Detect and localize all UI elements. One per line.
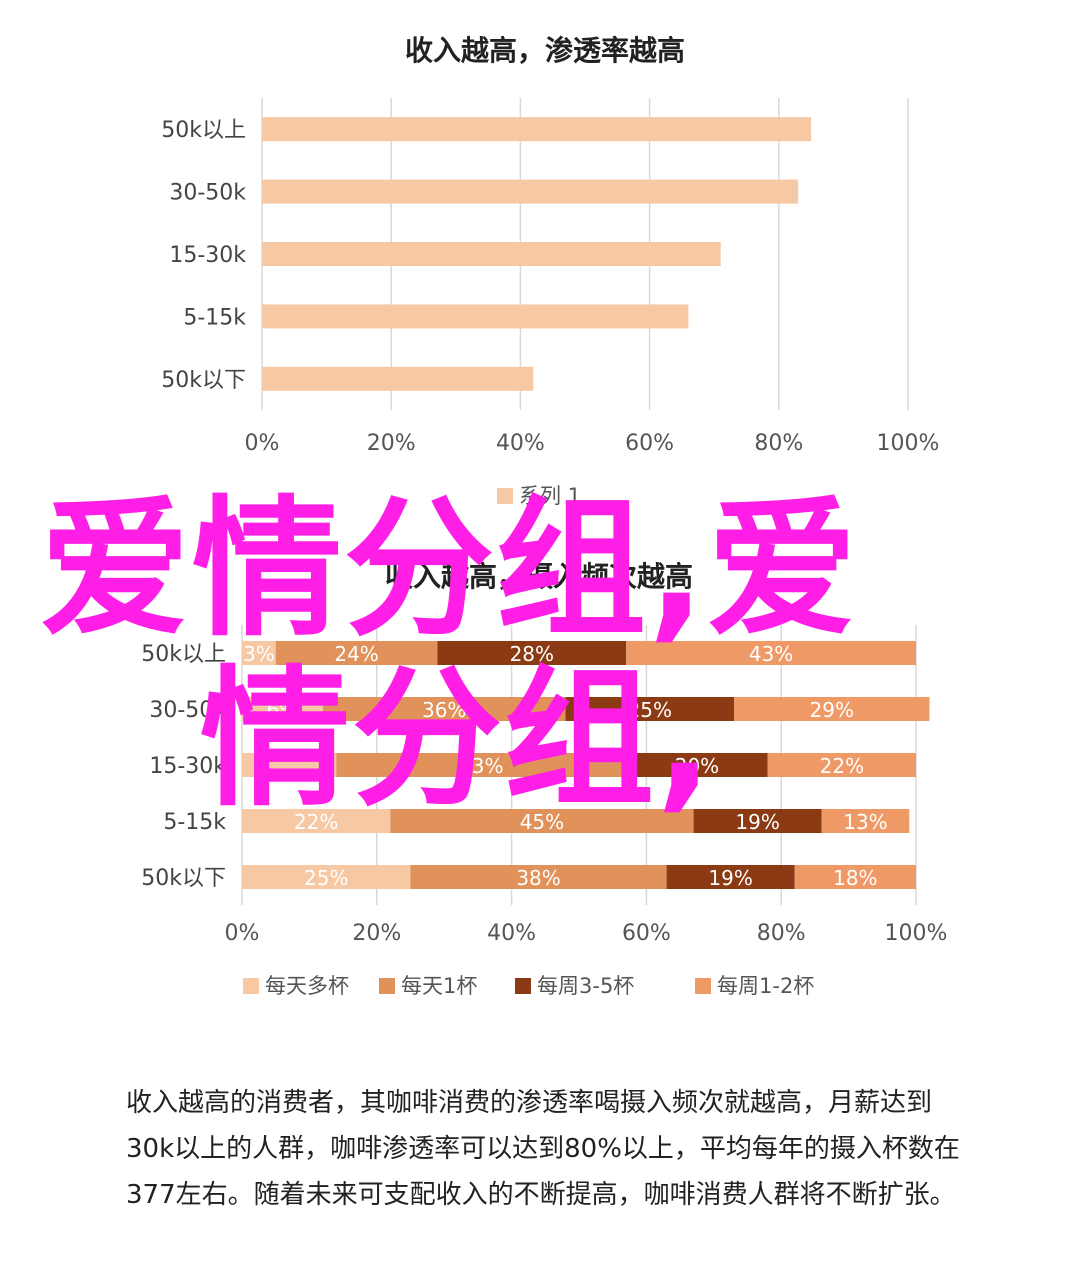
- bar: [242, 865, 411, 889]
- x-tick-label: 0%: [245, 431, 280, 456]
- legend-label: 系列 1: [519, 484, 581, 508]
- x-tick-label: 40%: [496, 431, 545, 456]
- legend-label: 每周1-2杯: [717, 974, 814, 998]
- bar: [410, 865, 667, 889]
- bar-data-label: 24%: [334, 642, 378, 666]
- bar: [262, 117, 812, 142]
- bar-data-label: 28%: [510, 642, 554, 666]
- bar: [242, 753, 337, 777]
- x-tick-label: 60%: [625, 431, 674, 456]
- bar-data-label: 38%: [516, 866, 560, 890]
- legend-swatch: [515, 978, 531, 994]
- bar: [262, 366, 534, 391]
- bar-data-label: 13%: [843, 810, 887, 834]
- bar: [767, 753, 916, 777]
- legend-label: 每周3-5杯: [537, 974, 634, 998]
- y-category-label: 5-15k: [183, 305, 246, 330]
- x-tick-label: 100%: [885, 921, 948, 946]
- bar: [565, 697, 735, 721]
- bar: [242, 641, 276, 665]
- y-category-label: 50k以下: [141, 866, 226, 891]
- bar: [262, 304, 689, 329]
- bar-data-label: 19%: [708, 866, 752, 890]
- y-category-label: 30-50k: [149, 698, 226, 723]
- bar-data-label: 25%: [628, 698, 672, 722]
- legend-label: 每天1杯: [401, 974, 477, 998]
- bar: [275, 641, 438, 665]
- y-category-label: 50k以上: [161, 118, 246, 143]
- y-category-label: 15-30k: [169, 243, 246, 268]
- x-tick-label: 40%: [487, 921, 536, 946]
- bar: [626, 753, 768, 777]
- bar-data-label: 45%: [520, 810, 564, 834]
- chart-title: 收入越高，摄入频次越高: [385, 560, 693, 593]
- bar-data-label: 19%: [735, 810, 779, 834]
- y-category-label: 50k以上: [141, 642, 226, 667]
- x-tick-label: 60%: [622, 921, 671, 946]
- x-tick-label: 0%: [225, 921, 260, 946]
- bar: [390, 809, 694, 833]
- bar-data-label: 20%: [675, 754, 719, 778]
- x-tick-label: 20%: [367, 431, 416, 456]
- bar-data-label: 43%: [749, 642, 793, 666]
- x-tick-label: 80%: [757, 921, 806, 946]
- legend-swatch: [379, 978, 395, 994]
- legend-swatch: [243, 978, 259, 994]
- y-category-label: 5-15k: [163, 810, 226, 835]
- legend-swatch: [695, 978, 711, 994]
- bar: [262, 179, 799, 204]
- chart-penetration: 收入越高，渗透率越高 0% 20% 40% 60% 80% 100% 50k以上 30-50k 1…: [161, 34, 940, 508]
- bar: [693, 809, 822, 833]
- bar: [794, 865, 916, 889]
- bar: [821, 809, 910, 833]
- bar-data-label: 18%: [833, 866, 877, 890]
- x-tick-label: 80%: [754, 431, 803, 456]
- bar-data-label: 25%: [304, 866, 348, 890]
- bar: [322, 697, 566, 721]
- bar-data-label: 36%: [422, 698, 466, 722]
- x-tick-label: 20%: [352, 921, 401, 946]
- bar: [336, 753, 627, 777]
- bar: [626, 641, 916, 665]
- bar: [242, 697, 323, 721]
- bar-data-label: 3%: [243, 642, 275, 666]
- bar: [242, 809, 391, 833]
- bar-data-label: 6%: [267, 698, 299, 722]
- legend-swatch: [497, 488, 513, 504]
- legend-label: 每天多杯: [265, 974, 349, 998]
- bar: [437, 641, 627, 665]
- description-paragraph: 收入越高的消费者，其咖啡消费的渗透率喝摄入频次就越高，月薪达到30k以上的人群，…: [126, 1088, 960, 1210]
- bar-data-label: 43%: [459, 754, 503, 778]
- bar: [734, 697, 930, 721]
- x-tick-label: 100%: [877, 431, 940, 456]
- bar: [666, 865, 795, 889]
- y-category-label: 15-30k: [149, 754, 226, 779]
- y-category-label: 50k以下: [161, 368, 246, 393]
- bar-data-label: 22%: [294, 810, 338, 834]
- y-category-label: 30-50k: [169, 181, 246, 206]
- bar-data-label: 22%: [820, 754, 864, 778]
- chart-frequency: 收入越高，摄入频次越高 0% 20% 40% 60% 80% 100% 50k以上 3% 24% 2…: [141, 560, 948, 998]
- bar: [262, 242, 721, 266]
- chart-title: 收入越高，渗透率越高: [405, 34, 685, 67]
- bar-data-label: 29%: [810, 698, 854, 722]
